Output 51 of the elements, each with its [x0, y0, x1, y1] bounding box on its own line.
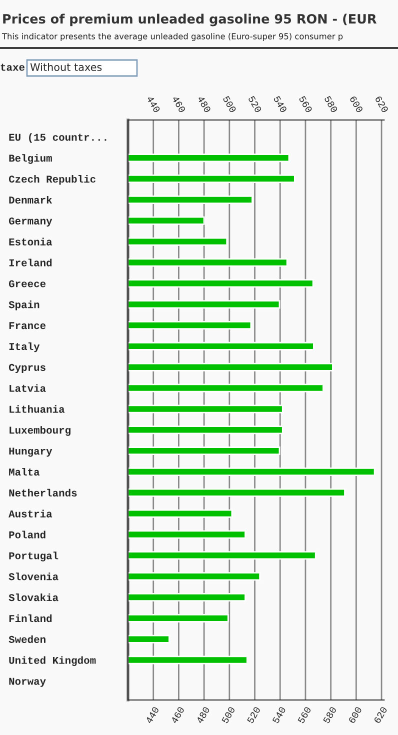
y-tick-label: Denmark: [9, 196, 52, 204]
y-tick-label: Finland: [9, 614, 52, 622]
x2-tick-label: 500: [221, 706, 236, 724]
y-tick-label: Austria: [8, 510, 52, 518]
x-tick-label: 580: [324, 96, 338, 113]
x-tick-label: 520: [248, 96, 262, 113]
x-tick-label: 460: [172, 95, 186, 113]
text: Without taxes: [30, 62, 102, 72]
y-tick-label: United Kingdom: [9, 656, 96, 666]
x2-tick-label: 540: [272, 706, 286, 724]
y-tick-label: Sweden: [8, 635, 46, 643]
y-tick-label: Ireland: [9, 258, 52, 266]
y-tick-label: EU (15 countr...: [9, 133, 106, 143]
y-tick-label: Latvia: [10, 384, 46, 392]
y-tick-label: Germany: [8, 217, 52, 227]
y-tick-label: Norway: [9, 678, 46, 687]
x-tick-label: 540: [273, 96, 288, 113]
x-tick-label: 500: [222, 96, 236, 113]
chart-subtitle: This indicator presents the average unleaded gasoline (Euro-super 95) consumer p: [2, 33, 343, 41]
y-tick-label: Poland: [9, 530, 46, 538]
x-tick-label: 620: [374, 96, 389, 113]
x2-tick-label: 520: [246, 706, 261, 724]
x2-tick-label: 580: [322, 706, 337, 724]
y-tick-label: Hungary: [9, 448, 52, 457]
y-tick-label: Luxembourg: [10, 426, 70, 436]
y-tick-label: Czech Republic: [8, 175, 96, 185]
y-tick-label: Belgium: [9, 154, 52, 164]
y-tick-label: Portugal: [9, 552, 58, 562]
y-tick-label: Slovenia: [8, 572, 58, 580]
y-tick-label: Lithuania: [10, 405, 65, 413]
x2-tick-label: 620: [374, 706, 388, 724]
y-tick-label: Spain: [8, 300, 40, 310]
y-tick-label: Cyprus: [8, 364, 46, 374]
y-tick-label: France: [9, 322, 46, 330]
y-tick-label: Greece: [8, 280, 46, 288]
x2-tick-label: 440: [145, 706, 160, 724]
x-tick-label: 560: [298, 96, 313, 113]
y-tick-label: Netherlands: [9, 488, 77, 497]
x2-tick-label: 460: [170, 706, 185, 724]
chart-title: Prices of premium unleaded gasoline 95 RON - (EUR: [3, 14, 377, 26]
x2-tick-label: 600: [348, 706, 362, 724]
y-tick-label: Slovakia: [8, 593, 58, 602]
y-tick-label: Estonia: [9, 238, 52, 246]
y-tick-label: Italy: [9, 342, 40, 352]
x2-tick-label: 560: [297, 706, 312, 724]
x2-tick-label: 480: [196, 706, 210, 724]
x-tick-label: 440: [146, 95, 160, 113]
y-tick-label: Malta: [9, 468, 40, 476]
x-tick-label: 600: [349, 96, 364, 113]
text: taxe: [0, 64, 24, 71]
x-tick-label: 480: [197, 95, 212, 113]
